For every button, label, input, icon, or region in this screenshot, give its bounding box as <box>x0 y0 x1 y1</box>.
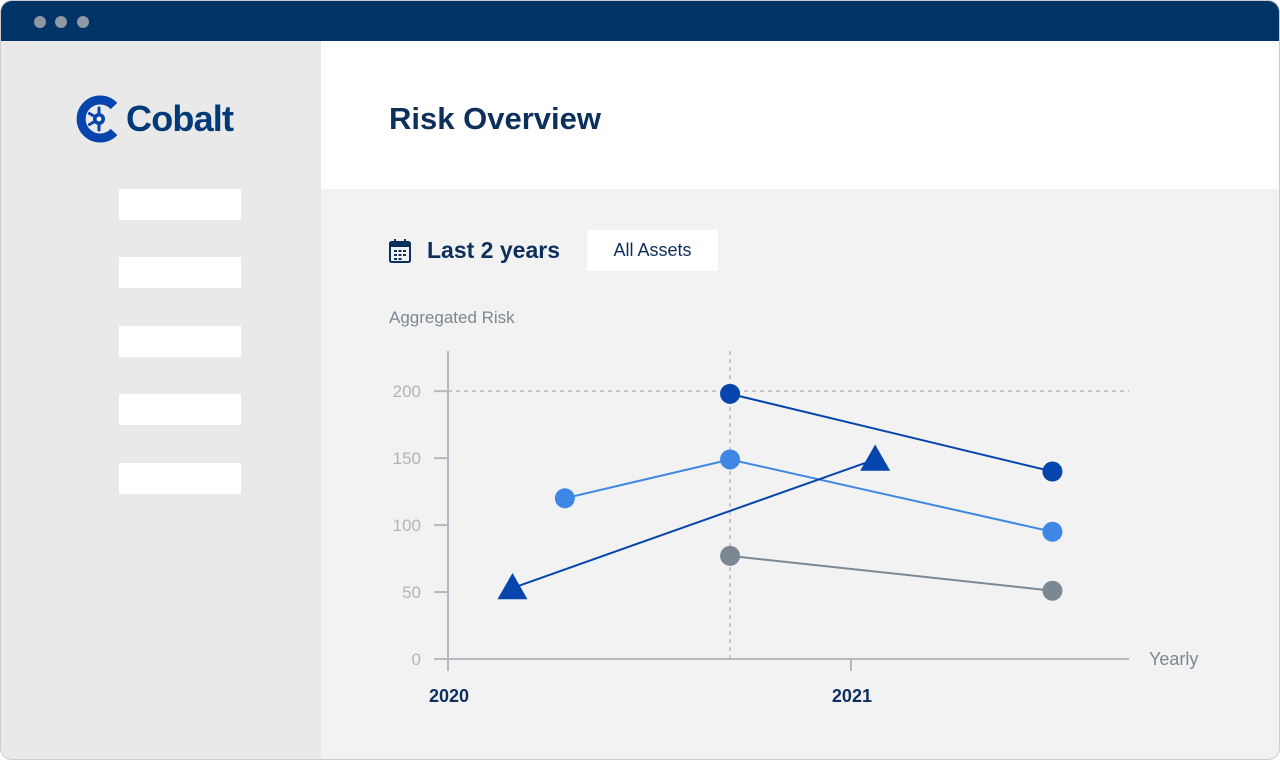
cobalt-logo-icon <box>76 95 118 143</box>
data-point <box>1042 461 1063 482</box>
data-point <box>720 545 741 566</box>
series-line-4 <box>512 458 876 589</box>
page-header: Risk Overview <box>321 41 1279 189</box>
series-line-3 <box>729 554 1053 592</box>
data-point <box>720 383 741 404</box>
data-point-triangle <box>860 444 891 471</box>
series-line-1 <box>729 392 1053 473</box>
y-tick-label: 150 <box>393 449 421 468</box>
brand-name: Cobalt <box>126 98 234 139</box>
sidebar-item-3[interactable] <box>119 326 241 357</box>
main-content: Last 2 years All Assets Aggregated Risk … <box>321 189 1279 759</box>
page-title: Risk Overview <box>389 101 601 136</box>
calendar-icon[interactable] <box>389 239 411 263</box>
brand-logo[interactable]: Cobalt <box>73 93 253 147</box>
risk-line-chart: Aggregated Risk Yearly 0 50 100 150 200 2020 2… <box>389 308 1198 706</box>
window-titlebar <box>1 1 1279 41</box>
y-tick-label: 50 <box>402 583 421 602</box>
data-point-triangle <box>497 573 528 600</box>
y-tick-label: 100 <box>393 516 421 535</box>
window-minimize-dot[interactable] <box>55 16 67 28</box>
window-close-dot[interactable] <box>34 16 46 28</box>
x-tick-label: 2021 <box>832 686 872 706</box>
sidebar-item-1[interactable] <box>119 189 241 220</box>
data-point <box>720 449 741 470</box>
data-point <box>1042 521 1063 542</box>
date-range-selector[interactable]: Last 2 years <box>427 237 560 263</box>
y-tick-label: 200 <box>393 382 421 401</box>
x-axis-title: Yearly <box>1149 649 1198 669</box>
sidebar-item-5[interactable] <box>119 463 241 494</box>
y-axis-title: Aggregated Risk <box>389 308 515 327</box>
asset-filter-button[interactable]: All Assets <box>587 230 718 271</box>
data-point <box>554 488 575 509</box>
sidebar-item-2[interactable] <box>119 257 241 288</box>
window-maximize-dot[interactable] <box>77 16 89 28</box>
y-tick-label: 0 <box>412 650 421 669</box>
sidebar: Cobalt <box>1 41 321 759</box>
x-tick-label: 2020 <box>429 686 469 706</box>
series-line-2 <box>564 458 1053 533</box>
data-point <box>1042 580 1063 601</box>
sidebar-item-4[interactable] <box>119 394 241 425</box>
